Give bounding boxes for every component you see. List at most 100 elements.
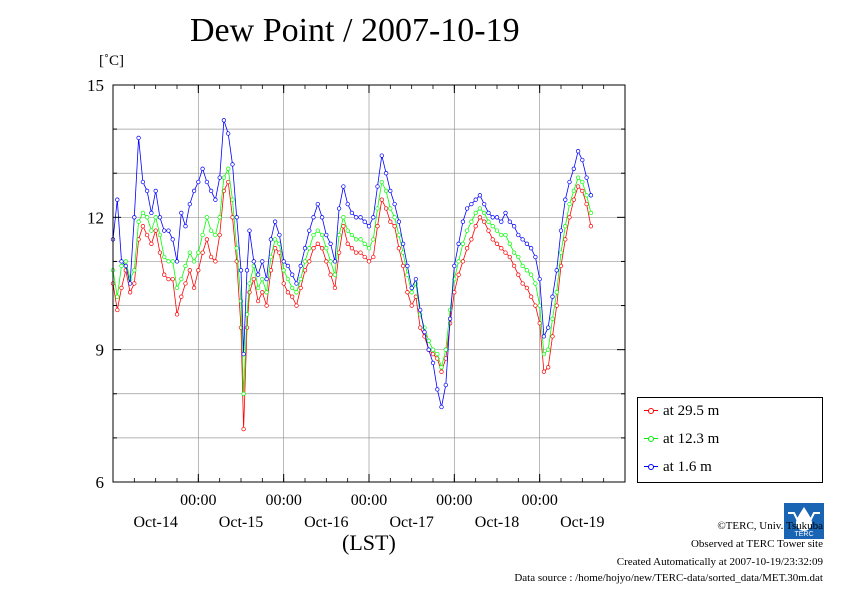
data-point (533, 254, 538, 260)
legend-label: at 12.3 m (663, 430, 720, 447)
x-date-label: Oct-14 (133, 514, 177, 531)
data-point (272, 237, 278, 242)
data-point (315, 228, 320, 233)
data-point (383, 206, 389, 211)
data-point (580, 157, 585, 163)
data-point (443, 382, 448, 388)
data-point (332, 272, 338, 277)
series-line-1 (112, 167, 592, 394)
data-point (140, 224, 146, 229)
data-point (550, 294, 555, 299)
data-point (140, 210, 146, 216)
data-point (503, 232, 508, 238)
data-point (238, 268, 244, 273)
data-point (499, 232, 504, 238)
data-point (418, 307, 423, 313)
data-point (260, 290, 265, 295)
data-point (302, 246, 308, 251)
data-point (528, 246, 534, 251)
data-point (499, 246, 504, 251)
data-point (507, 241, 512, 246)
data-point (567, 215, 572, 220)
data-point (153, 228, 158, 233)
chart-title: Dew Point / 2007-10-19 (190, 12, 520, 49)
data-point (336, 232, 342, 238)
data-point (392, 215, 397, 220)
data-point (482, 201, 487, 207)
data-point (328, 241, 333, 246)
data-point (362, 254, 367, 260)
data-point (473, 210, 478, 216)
data-point (332, 259, 338, 264)
data-point (264, 303, 269, 308)
data-point (584, 193, 589, 198)
data-point (426, 338, 431, 343)
data-point (264, 290, 269, 295)
data-point (507, 219, 512, 224)
data-point (136, 135, 141, 141)
data-point (469, 219, 474, 224)
chart-legend: at 29.5 m at 12.3 m at 1.6 m (637, 397, 823, 483)
data-point (191, 188, 197, 194)
data-point (217, 232, 222, 238)
data-point (345, 201, 350, 207)
data-point (336, 206, 342, 211)
legend-marker-red-icon (644, 406, 658, 416)
data-point (170, 259, 175, 264)
data-point (563, 197, 568, 202)
data-point (255, 298, 261, 304)
data-point (196, 179, 201, 185)
data-point (251, 259, 256, 264)
data-point (409, 303, 414, 308)
data-point (439, 365, 444, 370)
data-point (477, 215, 483, 220)
data-point (217, 215, 222, 220)
data-point (563, 237, 568, 242)
data-point (213, 232, 218, 238)
data-point (383, 171, 389, 176)
data-point (379, 179, 384, 185)
data-point (464, 228, 470, 233)
footer-created: Created Automatically at 2007-10-19/23:3… (616, 556, 823, 568)
data-point (354, 215, 359, 220)
data-point (486, 219, 491, 224)
data-point (388, 219, 393, 224)
data-point (460, 219, 466, 224)
data-point (302, 259, 308, 264)
data-point (241, 351, 246, 357)
data-point (396, 219, 402, 224)
data-point (115, 294, 120, 299)
data-point (307, 228, 312, 233)
data-point (486, 228, 491, 233)
data-point (537, 276, 542, 282)
data-point (550, 334, 555, 339)
data-point (358, 215, 363, 220)
legend-item-12-3m: at 12.3 m (644, 427, 719, 451)
data-point (392, 201, 397, 207)
data-point (396, 232, 402, 238)
legend-marker-blue-icon (644, 462, 658, 472)
data-point (371, 254, 376, 260)
data-point (392, 224, 397, 229)
data-point (140, 179, 146, 185)
data-point (285, 263, 291, 269)
x-tick-time-label: 00:00 (180, 492, 216, 509)
data-point (315, 201, 320, 207)
data-point (221, 118, 227, 123)
data-point (524, 268, 530, 273)
legend-marker-green-icon (644, 434, 658, 444)
data-point (563, 224, 568, 229)
data-point (550, 316, 555, 321)
data-point (447, 316, 453, 321)
data-point (136, 219, 141, 224)
data-point (179, 276, 184, 282)
data-point (200, 232, 205, 238)
data-point (511, 263, 517, 269)
data-point (473, 224, 478, 229)
data-point (251, 276, 256, 282)
data-point (516, 272, 521, 277)
data-point (400, 241, 406, 246)
data-point (418, 325, 423, 330)
data-point (584, 201, 589, 207)
data-point (311, 215, 316, 220)
